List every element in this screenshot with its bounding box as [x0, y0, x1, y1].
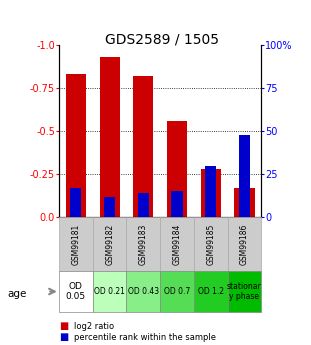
- Bar: [228, 217, 261, 271]
- Bar: [201, 169, 221, 217]
- Text: OD 1.2: OD 1.2: [198, 287, 224, 296]
- Bar: [194, 217, 228, 271]
- Bar: [239, 135, 250, 217]
- Text: OD 0.21: OD 0.21: [94, 287, 125, 296]
- Bar: [133, 76, 153, 217]
- Text: GSM99183: GSM99183: [139, 224, 148, 265]
- Bar: [66, 74, 86, 217]
- Bar: [194, 271, 228, 312]
- Text: log2 ratio: log2 ratio: [74, 322, 114, 331]
- Bar: [104, 197, 115, 217]
- Text: OD 0.43: OD 0.43: [128, 287, 159, 296]
- Text: GSM99182: GSM99182: [105, 224, 114, 265]
- Bar: [70, 188, 81, 217]
- Bar: [160, 271, 194, 312]
- Text: GSM99185: GSM99185: [206, 224, 215, 265]
- Bar: [100, 57, 120, 217]
- Text: GSM99181: GSM99181: [72, 224, 81, 265]
- Text: percentile rank within the sample: percentile rank within the sample: [74, 333, 216, 342]
- Bar: [228, 271, 261, 312]
- Bar: [93, 271, 127, 312]
- Bar: [127, 271, 160, 312]
- Bar: [167, 121, 187, 217]
- Bar: [205, 166, 216, 217]
- Text: OD
0.05: OD 0.05: [66, 282, 86, 301]
- Bar: [138, 193, 149, 217]
- Bar: [171, 191, 183, 217]
- Text: GSM99184: GSM99184: [173, 224, 182, 265]
- Bar: [93, 217, 127, 271]
- Text: stationar
y phase: stationar y phase: [227, 282, 262, 301]
- Bar: [234, 188, 254, 217]
- Text: OD 0.7: OD 0.7: [164, 287, 190, 296]
- Text: age: age: [8, 289, 27, 299]
- Bar: [59, 217, 93, 271]
- Bar: [59, 271, 93, 312]
- Text: ■: ■: [59, 333, 68, 342]
- Text: GDS2589 / 1505: GDS2589 / 1505: [105, 33, 219, 47]
- Text: ■: ■: [59, 321, 68, 331]
- Text: GSM99186: GSM99186: [240, 224, 249, 265]
- Bar: [127, 217, 160, 271]
- Bar: [160, 217, 194, 271]
